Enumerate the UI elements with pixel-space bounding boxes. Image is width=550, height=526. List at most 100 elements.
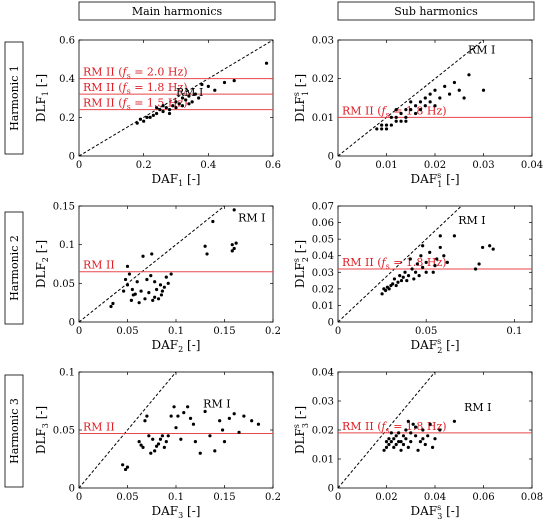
data-point bbox=[206, 84, 210, 88]
rm2-label-f: f bbox=[381, 256, 388, 269]
data-point bbox=[187, 102, 191, 106]
data-point bbox=[399, 278, 404, 283]
data-point bbox=[397, 440, 401, 444]
rm1-line bbox=[79, 40, 273, 156]
y-axis-label-sup: s bbox=[292, 258, 301, 262]
data-point bbox=[418, 440, 423, 444]
rm2-label: RM II (fs = 2.0 Hz) bbox=[83, 66, 188, 81]
y-tick-label: 0.15 bbox=[53, 202, 75, 213]
data-point bbox=[396, 280, 400, 284]
data-point bbox=[409, 100, 413, 104]
x-tick-label: 0 bbox=[335, 492, 341, 503]
y-tick-label: 0.04 bbox=[312, 368, 334, 379]
data-point bbox=[155, 111, 159, 116]
data-point bbox=[389, 123, 393, 127]
y-axis-label-sub: 2 bbox=[301, 257, 310, 262]
data-point bbox=[423, 104, 427, 108]
rm2-label-f: f bbox=[122, 66, 129, 79]
data-point bbox=[174, 106, 178, 110]
y-axis-label-base: DLF bbox=[34, 428, 48, 454]
column-header-sub-text: Sub harmonics bbox=[394, 5, 478, 18]
x-axis-label: DAFs 1 [-] bbox=[410, 171, 459, 189]
data-point bbox=[418, 108, 423, 112]
data-point bbox=[179, 437, 183, 441]
rm2-label-value: = 1.8 Hz) bbox=[390, 420, 447, 433]
data-point bbox=[384, 123, 389, 127]
y-axis-label-sub: 1 bbox=[41, 91, 50, 96]
data-point bbox=[174, 426, 178, 430]
data-point bbox=[135, 121, 139, 125]
rm2-label-prefix: RM II ( bbox=[342, 420, 382, 433]
y-axis-label-base: DLF bbox=[34, 262, 48, 288]
data-point bbox=[171, 104, 175, 108]
data-point bbox=[445, 260, 449, 264]
data-point bbox=[188, 416, 193, 420]
data-point bbox=[166, 281, 170, 285]
y-axis-label-sup: s bbox=[292, 92, 301, 96]
x-tick-label: 0.1 bbox=[168, 492, 184, 503]
data-point bbox=[452, 234, 456, 238]
data-point bbox=[416, 448, 420, 452]
data-point bbox=[401, 442, 406, 447]
data-point bbox=[153, 280, 157, 284]
data-point bbox=[380, 127, 384, 131]
data-point bbox=[477, 262, 481, 266]
data-point bbox=[156, 297, 161, 301]
rm2-label: RM II (fs = 1.5 Hz) bbox=[83, 97, 188, 112]
data-point bbox=[141, 445, 145, 449]
data-point bbox=[159, 293, 164, 297]
y-tick-label: 0.07 bbox=[312, 202, 334, 213]
data-point bbox=[158, 437, 163, 441]
data-point bbox=[412, 277, 416, 281]
data-point bbox=[414, 270, 418, 274]
rm2-label-s: s bbox=[386, 426, 390, 435]
y-axis-label-unit: [-] bbox=[34, 74, 48, 91]
row-header-1: Harmonic 1 bbox=[4, 41, 24, 155]
data-point bbox=[131, 293, 135, 297]
data-point bbox=[438, 428, 442, 432]
rm1-line bbox=[79, 372, 177, 488]
x-axis-label-sup: s bbox=[437, 337, 441, 346]
y-axis-label-sub: 3 bbox=[41, 423, 50, 428]
x-tick-label: 0.15 bbox=[213, 326, 235, 337]
chart-p22: 0 0.05 0.1 0 0.01 0.02 0.03 0.04 0.05 0.06 0.07 RM … bbox=[292, 202, 533, 355]
data-point bbox=[264, 61, 269, 65]
data-point bbox=[452, 419, 456, 423]
y-tick-label: 0.1 bbox=[59, 240, 75, 251]
data-point bbox=[184, 98, 188, 102]
y-tick-label: 0.05 bbox=[53, 279, 75, 290]
data-point bbox=[389, 283, 393, 288]
y-axis-label: DLF1 [-] bbox=[34, 74, 50, 122]
data-point bbox=[121, 463, 125, 467]
x-axis-label-unit: [-] bbox=[442, 504, 459, 518]
data-point bbox=[232, 246, 236, 251]
data-point bbox=[438, 234, 442, 238]
rm2-label: RM II (fs = 1.8 Hz) bbox=[342, 256, 447, 271]
y-axis-label: DLFs2 [-] bbox=[292, 240, 310, 288]
x-axis-label-sub: 1 bbox=[437, 180, 442, 189]
data-point bbox=[151, 298, 155, 302]
data-point bbox=[137, 440, 141, 444]
x-tick-label: 0.1 bbox=[168, 326, 184, 337]
data-point bbox=[403, 270, 407, 274]
y-tick-label: 0 bbox=[69, 484, 75, 495]
y-tick-label: 0.04 bbox=[312, 251, 334, 262]
x-tick-label: 0.2 bbox=[265, 492, 281, 503]
data-point bbox=[147, 291, 151, 295]
rm2-label-prefix: RM II ( bbox=[342, 256, 382, 269]
rm2-label-s: s bbox=[127, 87, 131, 96]
data-point bbox=[187, 94, 191, 98]
x-axis-label: DAFs 3 [-] bbox=[410, 503, 459, 521]
y-axis-label-base: DLF bbox=[293, 96, 307, 122]
data-point bbox=[389, 440, 393, 444]
x-axis-label-unit: [-] bbox=[442, 338, 459, 352]
data-point bbox=[433, 104, 437, 108]
rm2-label-s: s bbox=[127, 103, 131, 112]
data-point bbox=[161, 109, 165, 114]
y-tick-label: 0.6 bbox=[59, 36, 75, 47]
data-point bbox=[158, 108, 162, 112]
data-point bbox=[418, 100, 423, 104]
rm1-line bbox=[338, 372, 436, 488]
row-header-3: Harmonic 3 bbox=[4, 374, 24, 488]
data-point bbox=[153, 295, 157, 299]
